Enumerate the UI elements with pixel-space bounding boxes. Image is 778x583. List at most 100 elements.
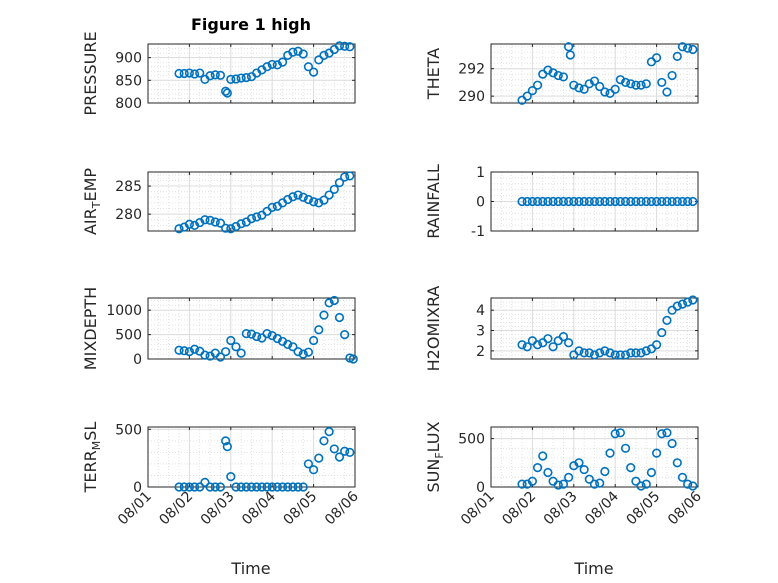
data-point xyxy=(657,429,667,439)
data-point xyxy=(324,298,334,308)
data-point xyxy=(574,346,584,356)
data-point xyxy=(246,329,257,339)
data-point xyxy=(252,212,262,222)
data-point xyxy=(262,62,272,72)
data-point xyxy=(174,68,184,79)
y-tick-label: 850 xyxy=(115,73,142,89)
data-point xyxy=(221,347,231,357)
data-point xyxy=(579,196,589,207)
data-point xyxy=(293,347,303,357)
data-point xyxy=(553,196,563,207)
data-point xyxy=(600,346,610,356)
data-point xyxy=(564,196,574,207)
data-point xyxy=(522,196,532,207)
data-point xyxy=(215,70,226,80)
x-tick-label: 08/04 xyxy=(239,488,279,528)
data-point xyxy=(184,219,194,229)
data-point xyxy=(672,458,682,468)
data-point xyxy=(636,196,646,207)
data-point xyxy=(334,41,345,51)
y-tick-label: 290 xyxy=(458,89,485,105)
data-point xyxy=(215,482,226,492)
data-point xyxy=(174,224,184,234)
data-point xyxy=(298,49,308,59)
y-tick-label: 0 xyxy=(476,480,485,496)
data-point xyxy=(610,429,620,439)
data-point xyxy=(564,338,574,348)
data-point xyxy=(314,325,324,335)
data-point xyxy=(667,196,677,207)
data-point xyxy=(532,340,543,350)
data-point xyxy=(293,482,303,492)
data-point xyxy=(688,481,698,491)
data-point xyxy=(626,463,636,473)
data-point xyxy=(272,482,282,492)
data-point xyxy=(288,342,298,352)
y-tick-label: 4 xyxy=(476,303,485,319)
y-tick-label: 1 xyxy=(476,165,485,181)
data-point xyxy=(564,472,574,482)
data-point xyxy=(226,224,236,234)
data-point xyxy=(553,336,563,346)
data-point xyxy=(298,482,308,492)
data-point xyxy=(584,79,594,89)
data-point xyxy=(195,68,205,78)
data-point xyxy=(174,482,184,492)
data-point xyxy=(298,349,308,359)
data-point xyxy=(303,62,314,72)
data-point xyxy=(324,190,334,200)
y-tick-label: 0 xyxy=(133,352,142,368)
subplot-h2omixra: 2 3 4 H2OMIXRA xyxy=(424,286,699,371)
y-axis-label: TERRMSL xyxy=(81,422,103,494)
data-point xyxy=(226,472,236,482)
data-point xyxy=(548,196,558,207)
x-tick-label: 08/02 xyxy=(499,489,539,529)
data-point xyxy=(595,196,605,207)
data-point xyxy=(205,482,215,492)
y-tick-label: -1 xyxy=(471,224,485,240)
data-point xyxy=(319,436,329,446)
y-tick-label: 0 xyxy=(133,480,142,496)
data-point xyxy=(314,55,324,65)
data-point xyxy=(257,333,267,343)
y-tick-label: 0 xyxy=(476,195,485,211)
data-point xyxy=(584,474,594,484)
data-point xyxy=(174,345,184,355)
data-point xyxy=(340,330,350,340)
data-point xyxy=(677,472,688,482)
data-point xyxy=(548,342,558,352)
data-point xyxy=(205,71,215,81)
data-point xyxy=(600,196,610,207)
data-point xyxy=(309,335,319,346)
data-point xyxy=(667,438,677,449)
data-point xyxy=(584,196,594,207)
data-point xyxy=(574,83,584,93)
data-point xyxy=(574,196,584,207)
y-tick-label: 2 xyxy=(476,344,485,360)
data-point xyxy=(334,312,345,323)
data-point xyxy=(683,196,693,207)
data-point xyxy=(672,301,682,311)
data-point xyxy=(683,479,693,489)
data-point xyxy=(179,68,189,79)
data-point xyxy=(569,196,579,207)
data-point xyxy=(641,479,651,489)
data-point xyxy=(200,350,210,360)
data-point xyxy=(527,196,538,207)
data-point xyxy=(184,347,194,357)
data-point xyxy=(252,482,262,492)
data-point xyxy=(210,217,220,227)
data-point xyxy=(517,340,527,350)
data-point xyxy=(677,299,688,309)
data-point xyxy=(522,342,532,352)
data-point xyxy=(589,350,600,360)
data-point xyxy=(558,72,569,82)
data-point xyxy=(646,467,657,478)
data-point xyxy=(579,84,589,94)
data-point xyxy=(615,350,625,360)
y-axis-label: THETA xyxy=(424,48,443,100)
axes-box xyxy=(147,426,356,488)
data-point xyxy=(683,43,693,53)
axes-box xyxy=(147,43,356,104)
data-point xyxy=(641,346,651,356)
